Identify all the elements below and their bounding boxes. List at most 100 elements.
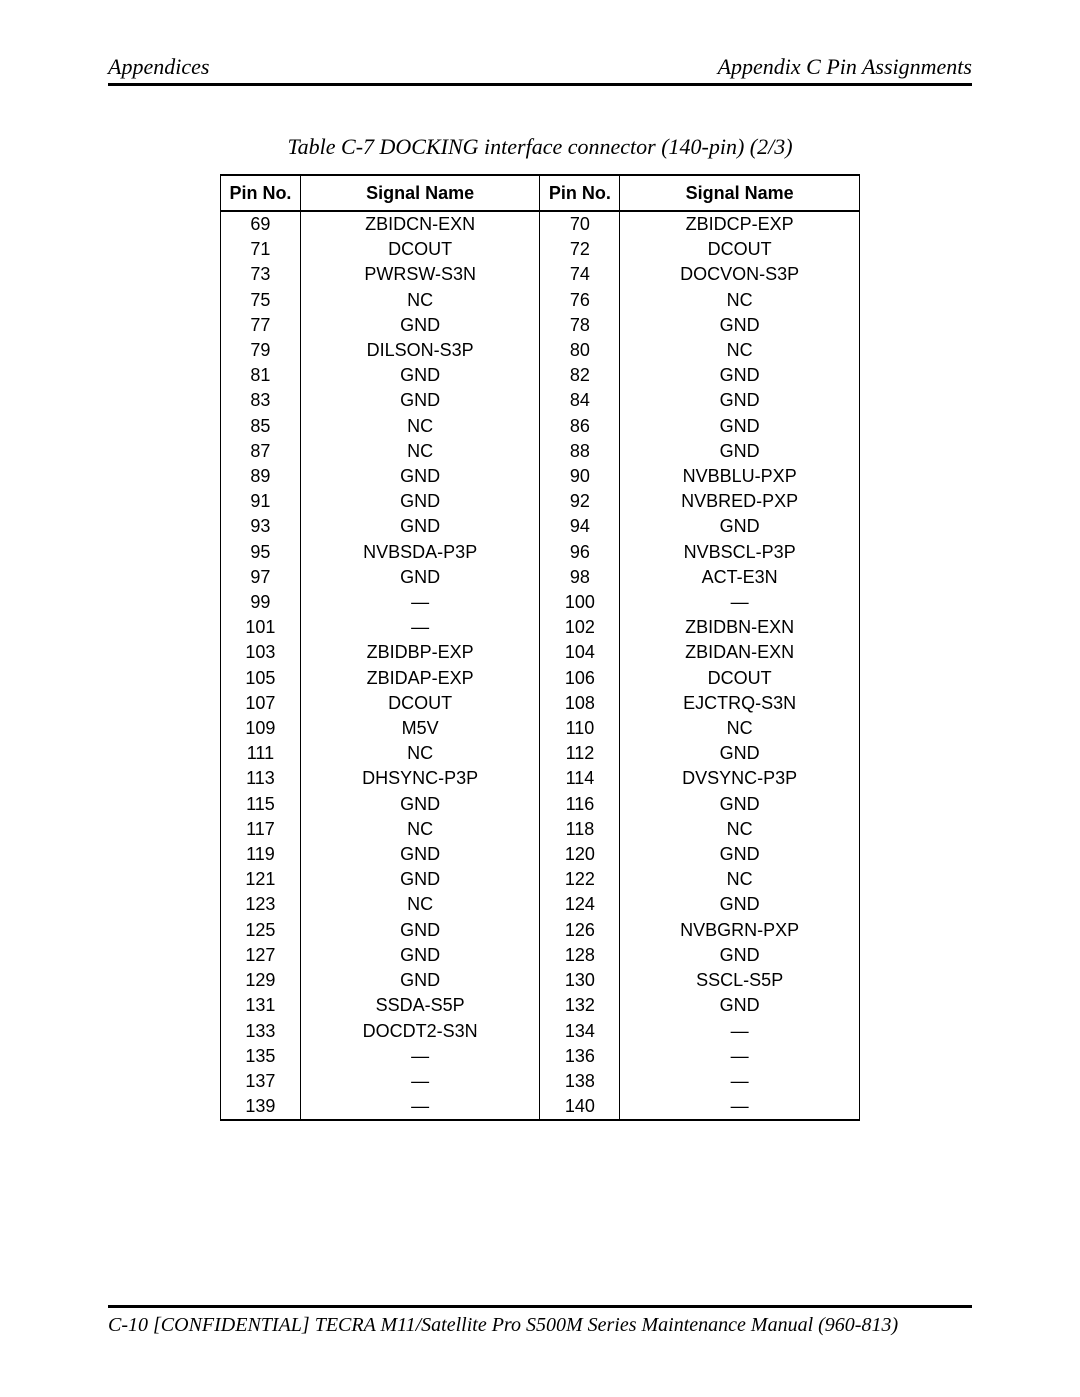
table-cell: 133: [221, 1019, 301, 1044]
table-row: 101—102ZBIDBN-EXN: [221, 615, 860, 640]
table-cell: GND: [300, 388, 540, 413]
table-cell: 98: [540, 565, 620, 590]
table-cell: 84: [540, 388, 620, 413]
table-cell: SSDA-S5P: [300, 993, 540, 1018]
table-row: 99—100—: [221, 590, 860, 615]
table-cell: 115: [221, 792, 301, 817]
table-row: 103ZBIDBP-EXP104ZBIDAN-EXN: [221, 640, 860, 665]
page-header: Appendices Appendix C Pin Assignments: [108, 54, 972, 83]
table-cell: 139: [221, 1094, 301, 1120]
table-cell: GND: [620, 363, 860, 388]
footer-text: C-10 [CONFIDENTIAL] TECRA M11/Satellite …: [108, 1314, 972, 1337]
table-row: 81GND82GND: [221, 363, 860, 388]
table-cell: DILSON-S3P: [300, 338, 540, 363]
table-cell: DOCVON-S3P: [620, 262, 860, 287]
table-cell: NC: [620, 817, 860, 842]
page-footer: C-10 [CONFIDENTIAL] TECRA M11/Satellite …: [108, 1305, 972, 1337]
table-row: 111NC112GND: [221, 741, 860, 766]
table-cell: 80: [540, 338, 620, 363]
table-cell: 93: [221, 514, 301, 539]
table-cell: 123: [221, 892, 301, 917]
col-header: Signal Name: [620, 175, 860, 211]
table-cell: NC: [620, 716, 860, 741]
table-row: 83GND84GND: [221, 388, 860, 413]
table-row: 127GND128GND: [221, 943, 860, 968]
header-rule: [108, 83, 972, 86]
table-cell: 92: [540, 489, 620, 514]
table-cell: 82: [540, 363, 620, 388]
table-cell: 125: [221, 918, 301, 943]
table-cell: GND: [300, 968, 540, 993]
table-cell: GND: [300, 867, 540, 892]
table-cell: 113: [221, 766, 301, 791]
table-cell: 130: [540, 968, 620, 993]
table-cell: 111: [221, 741, 301, 766]
table-cell: 76: [540, 288, 620, 313]
table-cell: DHSYNC-P3P: [300, 766, 540, 791]
table-cell: 87: [221, 439, 301, 464]
table-cell: NC: [620, 338, 860, 363]
table-cell: GND: [620, 439, 860, 464]
table-cell: 109: [221, 716, 301, 741]
table-cell: 104: [540, 640, 620, 665]
table-row: 85NC86GND: [221, 414, 860, 439]
table-cell: GND: [300, 514, 540, 539]
table-cell: 83: [221, 388, 301, 413]
table-cell: GND: [300, 792, 540, 817]
table-row: 95NVBSDA-P3P96NVBSCL-P3P: [221, 540, 860, 565]
table-cell: NC: [300, 892, 540, 917]
table-row: 139—140—: [221, 1094, 860, 1120]
table-row: 71DCOUT72DCOUT: [221, 237, 860, 262]
header-right: Appendix C Pin Assignments: [718, 54, 972, 80]
table-cell: 127: [221, 943, 301, 968]
table-cell: GND: [620, 943, 860, 968]
table-cell: 110: [540, 716, 620, 741]
col-header: Pin No.: [540, 175, 620, 211]
table-cell: 70: [540, 211, 620, 237]
table-cell: 96: [540, 540, 620, 565]
table-cell: EJCTRQ-S3N: [620, 691, 860, 716]
table-cell: —: [300, 1069, 540, 1094]
table-cell: 105: [221, 666, 301, 691]
table-cell: DCOUT: [620, 237, 860, 262]
table-row: 89GND90NVBBLU-PXP: [221, 464, 860, 489]
table-cell: GND: [300, 313, 540, 338]
table-row: 131SSDA-S5P132GND: [221, 993, 860, 1018]
table-cell: NC: [300, 741, 540, 766]
table-cell: ZBIDBN-EXN: [620, 615, 860, 640]
table-row: 109M5V110NC: [221, 716, 860, 741]
table-cell: DOCDT2-S3N: [300, 1019, 540, 1044]
table-cell: 122: [540, 867, 620, 892]
table-cell: GND: [620, 414, 860, 439]
table-cell: DCOUT: [620, 666, 860, 691]
col-header: Pin No.: [221, 175, 301, 211]
table-cell: 91: [221, 489, 301, 514]
table-cell: —: [300, 590, 540, 615]
footer-rule: [108, 1305, 972, 1308]
table-cell: 75: [221, 288, 301, 313]
table-row: 117NC118NC: [221, 817, 860, 842]
table-cell: 117: [221, 817, 301, 842]
table-cell: 135: [221, 1044, 301, 1069]
table-row: 133DOCDT2-S3N134—: [221, 1019, 860, 1044]
table-cell: 138: [540, 1069, 620, 1094]
table-cell: ZBIDCP-EXP: [620, 211, 860, 237]
table-cell: 86: [540, 414, 620, 439]
table-cell: 97: [221, 565, 301, 590]
table-cell: 132: [540, 993, 620, 1018]
table-cell: 136: [540, 1044, 620, 1069]
table-cell: 140: [540, 1094, 620, 1120]
table-cell: DCOUT: [300, 691, 540, 716]
table-row: 73PWRSW-S3N74DOCVON-S3P: [221, 262, 860, 287]
table-cell: PWRSW-S3N: [300, 262, 540, 287]
table-row: 113DHSYNC-P3P114DVSYNC-P3P: [221, 766, 860, 791]
table-cell: —: [620, 1069, 860, 1094]
table-cell: 95: [221, 540, 301, 565]
table-cell: 72: [540, 237, 620, 262]
table-row: 77GND78GND: [221, 313, 860, 338]
table-cell: NC: [300, 817, 540, 842]
table-cell: 71: [221, 237, 301, 262]
table-cell: NC: [300, 288, 540, 313]
table-cell: GND: [620, 741, 860, 766]
table-cell: 88: [540, 439, 620, 464]
